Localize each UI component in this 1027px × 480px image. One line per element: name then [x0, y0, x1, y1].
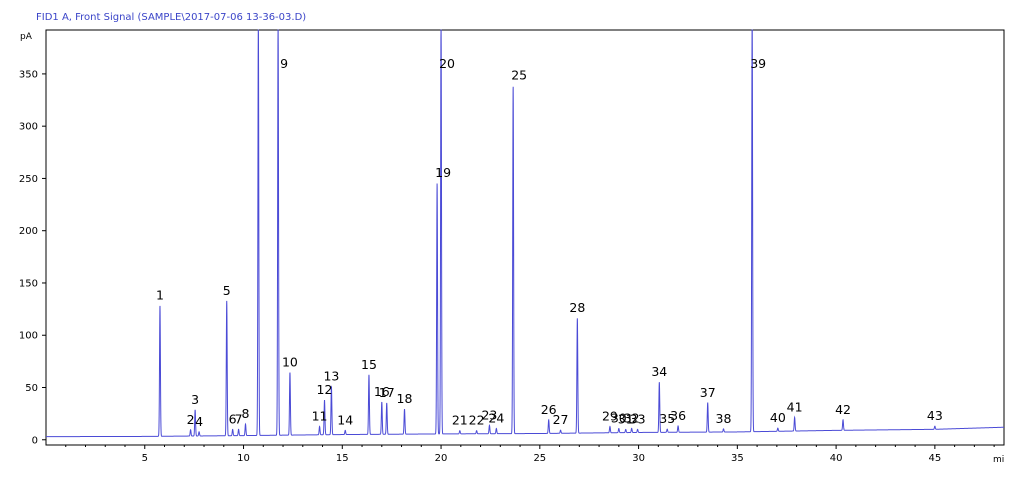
x-tick-label-7: 40: [830, 453, 843, 464]
peak-label-18: 18: [397, 391, 413, 406]
peak-label-34: 34: [651, 364, 667, 379]
peak-label-6: 6: [229, 411, 237, 426]
peak-label-25: 25: [511, 68, 527, 83]
peak-label-20: 20: [439, 56, 455, 71]
peak-label-4: 4: [195, 414, 203, 429]
y-tick-label-4: 200: [19, 226, 38, 237]
peak-label-40: 40: [770, 410, 786, 425]
chart-title: FID1 A, Front Signal (SAMPLE\2017-07-06 …: [36, 12, 306, 23]
peak-label-27: 27: [553, 412, 569, 427]
peak-label-2: 2: [187, 412, 195, 427]
x-tick-label-1: 10: [237, 453, 250, 464]
peak-label-31: 31: [618, 411, 634, 426]
peak-label-19: 19: [435, 165, 451, 180]
peak-label-42: 42: [835, 402, 851, 417]
x-tick-label-5: 30: [632, 453, 645, 464]
peak-label-38: 38: [716, 411, 732, 426]
x-tick-label-0: 5: [142, 453, 148, 464]
y-tick-label-3: 150: [19, 278, 38, 289]
x-axis-label: mi: [993, 455, 1004, 465]
peak-label-13: 13: [323, 369, 339, 384]
peak-label-21: 21: [452, 413, 468, 428]
signal-trace: [46, 29, 1004, 438]
peak-label-24: 24: [488, 410, 504, 425]
peak-label-5: 5: [223, 283, 231, 298]
peak-label-30: 30: [611, 410, 627, 425]
peak-label-10: 10: [282, 354, 298, 369]
peak-label-28: 28: [569, 300, 585, 315]
peak-label-17: 17: [379, 385, 395, 400]
peak-label-3: 3: [191, 392, 199, 407]
x-tick-label-2: 15: [336, 453, 349, 464]
peak-label-23: 23: [481, 407, 497, 422]
peak-label-43: 43: [927, 408, 943, 423]
peak-label-15: 15: [361, 357, 377, 372]
y-tick-label-0: 0: [32, 435, 38, 446]
y-tick-label-1: 50: [25, 383, 38, 394]
peak-label-33: 33: [630, 411, 646, 426]
peak-label-7: 7: [235, 411, 243, 426]
y-tick-label-6: 300: [19, 122, 38, 133]
signal-line: [46, 29, 1004, 438]
peak-label-22: 22: [469, 413, 485, 428]
y-tick-label-5: 250: [19, 174, 38, 185]
peak-label-12: 12: [317, 382, 333, 397]
peak-label-32: 32: [624, 410, 640, 425]
peak-label-1: 1: [156, 288, 164, 303]
peak-label-8: 8: [242, 406, 250, 421]
peak-label-16: 16: [374, 384, 390, 399]
peak-label-14: 14: [337, 412, 353, 427]
y-tick-label-7: 350: [19, 69, 38, 80]
x-tick-label-3: 20: [435, 453, 448, 464]
peak-label-36: 36: [670, 408, 686, 423]
plot-frame: [45, 29, 1005, 446]
x-tick-label-4: 25: [533, 453, 546, 464]
peak-label-29: 29: [602, 408, 618, 423]
y-axis-label: pA: [20, 32, 33, 42]
peak-label-11: 11: [312, 408, 328, 423]
peak-label-37: 37: [700, 385, 716, 400]
x-tick-label-6: 35: [731, 453, 744, 464]
y-tick-label-2: 100: [19, 331, 38, 342]
peak-label-39: 39: [750, 56, 766, 71]
peak-label-9: 9: [280, 56, 288, 71]
peak-label-35: 35: [659, 411, 675, 426]
x-tick-label-8: 45: [928, 453, 941, 464]
peak-label-26: 26: [541, 402, 557, 417]
peak-label-41: 41: [787, 399, 803, 414]
